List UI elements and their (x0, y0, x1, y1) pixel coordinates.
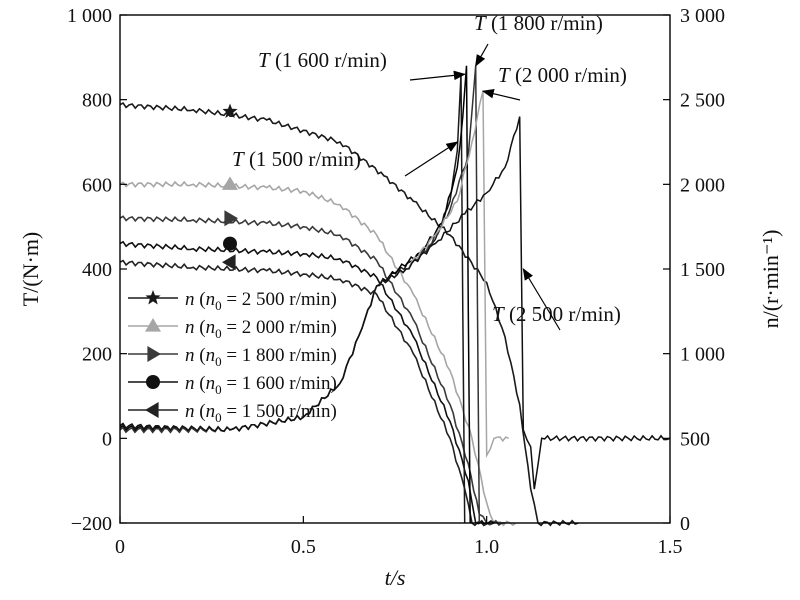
speed-line-5 (119, 259, 488, 527)
speed-marker-4 (223, 236, 237, 251)
annotation-5: T (2 500 r/min) (492, 302, 621, 326)
speed-marker-5 (222, 254, 236, 271)
y-left-tick-label-0: −200 (71, 513, 112, 535)
x-axis-title: t/s (385, 565, 406, 590)
torque-line-5 (119, 116, 671, 490)
legend-label-1: n (n0 = 2 500 r/min) (185, 289, 337, 313)
legend-marker-4 (146, 375, 160, 389)
y-right-tick-label-2: 1 000 (680, 344, 725, 366)
legend-label-3: n (n0 = 1 800 r/min) (185, 345, 337, 369)
annotation-3: T (1 800 r/min) (474, 11, 603, 35)
x-tick-label-2: 1.0 (474, 536, 499, 558)
annotation-arrow-3 (475, 43, 489, 67)
legend-marker-1 (145, 290, 161, 305)
speed-line-1 (119, 101, 579, 527)
speed-line-2 (119, 180, 517, 527)
x-tick-label-3: 1.5 (658, 536, 683, 558)
legend-marker-3 (147, 346, 161, 362)
plot-frame (119, 14, 671, 524)
y-left-tick-label-6: 1 000 (67, 5, 112, 27)
speed-marker-2 (222, 176, 238, 190)
annotation-arrow-5 (522, 267, 561, 331)
y-right-tick-label-6: 3 000 (680, 5, 725, 27)
annotation-arrow-1 (404, 141, 459, 177)
y-right-tick-label-1: 500 (680, 428, 710, 450)
legend-label-2: n (n0 = 2 000 r/min) (185, 317, 337, 341)
speed-marker-3 (224, 210, 238, 227)
speed-line-3 (119, 215, 506, 527)
y-right-tick-label-5: 2 500 (680, 90, 725, 112)
x-tick-label-1: 0.5 (291, 536, 316, 558)
y-left-tick-label-5: 800 (82, 90, 112, 112)
speed-line-4 (119, 240, 495, 526)
y-right-tick-label-4: 2 000 (680, 174, 725, 196)
x-tick-label-0: 0 (115, 536, 125, 558)
y-left-tick-label-1: 0 (102, 428, 112, 450)
y-right-tick-label-3: 1 500 (680, 259, 725, 281)
legend-label-4: n (n0 = 1 600 r/min) (185, 373, 337, 397)
annotation-2: T (1 600 r/min) (258, 48, 387, 72)
speed-marker-1 (222, 103, 238, 118)
annotation-arrow-4 (481, 89, 521, 101)
legend-label-5: n (n0 = 1 500 r/min) (185, 401, 337, 425)
y-right-tick-label-0: 0 (680, 513, 690, 535)
annotation-4: T (2 000 r/min) (498, 63, 627, 87)
annotation-arrow-2 (409, 70, 466, 81)
annotation-1: T (1 500 r/min) (232, 147, 361, 171)
legend-marker-2 (145, 318, 161, 332)
y-right-axis-title: n/(r·min⁻¹) (758, 230, 783, 329)
y-left-tick-label-4: 600 (82, 174, 112, 196)
legend-marker-5 (145, 402, 159, 418)
y-left-axis-title: T/(N·m) (18, 232, 43, 307)
y-left-tick-label-3: 400 (82, 259, 112, 281)
y-left-tick-label-2: 200 (82, 344, 112, 366)
